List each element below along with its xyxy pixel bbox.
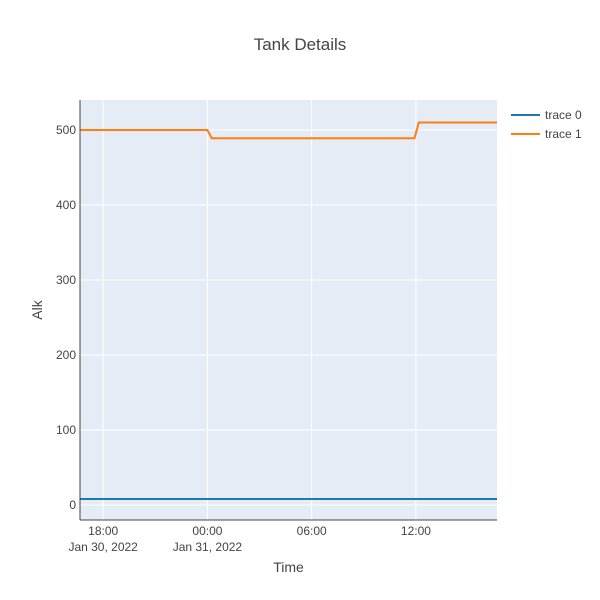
x-tick-label: 12:00 bbox=[401, 524, 431, 538]
x-axis-title: Time bbox=[273, 559, 304, 575]
legend-label: trace 1 bbox=[545, 127, 582, 141]
x-tick-sublabel: Jan 31, 2022 bbox=[173, 540, 243, 554]
y-tick-label: 100 bbox=[56, 423, 76, 437]
y-tick-label: 200 bbox=[56, 348, 76, 362]
y-tick-labels: 0 100 200 300 400 500 bbox=[56, 123, 76, 512]
plot-area bbox=[80, 100, 497, 520]
x-tick-labels: 18:00 Jan 30, 2022 00:00 Jan 31, 2022 06:00 1… bbox=[68, 524, 431, 554]
legend-item[interactable]: trace 1 bbox=[511, 127, 582, 141]
x-tick-label: 18:00 bbox=[88, 524, 118, 538]
y-tick-label: 300 bbox=[56, 273, 76, 287]
legend-item[interactable]: trace 0 bbox=[511, 108, 582, 122]
x-tick-sublabel: Jan 30, 2022 bbox=[68, 540, 138, 554]
chart-title: Tank Details bbox=[254, 35, 347, 54]
x-tick-label: 06:00 bbox=[297, 524, 327, 538]
y-tick-label: 0 bbox=[69, 498, 76, 512]
series-layer bbox=[80, 121, 497, 500]
series-line bbox=[80, 121, 497, 140]
legend-label: trace 0 bbox=[545, 108, 582, 122]
legend[interactable]: trace 0 trace 1 bbox=[511, 108, 582, 141]
x-tick-label: 00:00 bbox=[192, 524, 222, 538]
y-tick-label: 500 bbox=[56, 123, 76, 137]
y-axis-title: Alk bbox=[29, 299, 45, 319]
y-tick-label: 400 bbox=[56, 198, 76, 212]
